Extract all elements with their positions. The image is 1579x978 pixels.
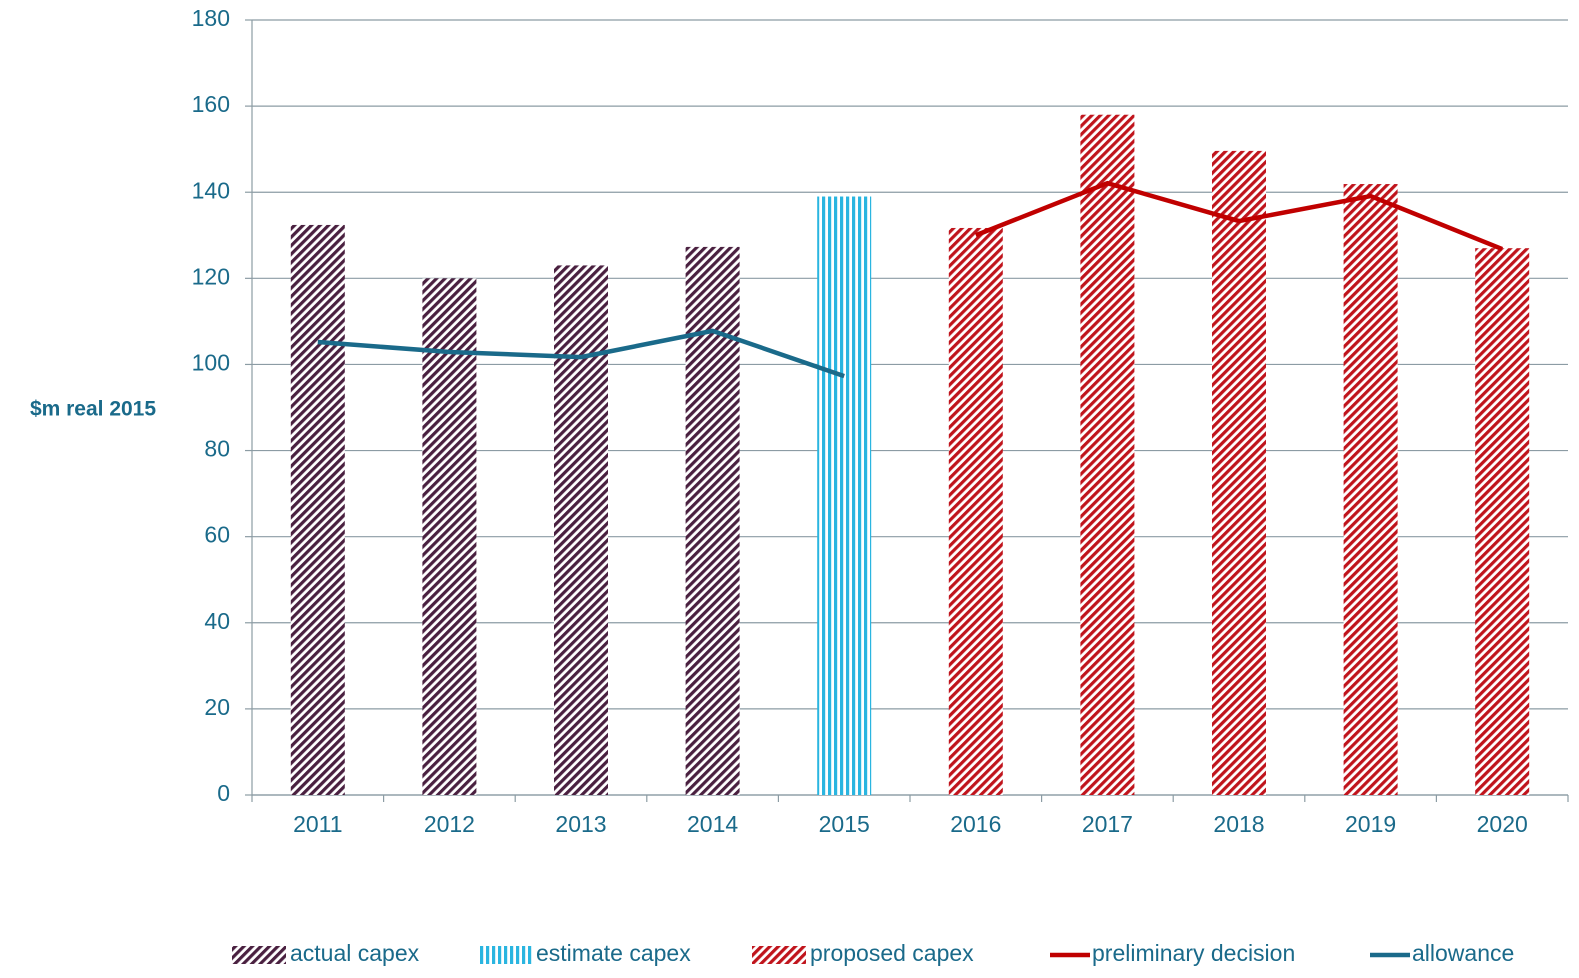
- legend-swatch: [478, 946, 532, 964]
- y-tick-label: 0: [217, 780, 230, 806]
- y-tick-label: 100: [192, 350, 230, 376]
- line: [317, 328, 845, 379]
- x-tick-label: 2018: [1213, 811, 1264, 837]
- legend-label: preliminary decision: [1092, 940, 1295, 966]
- bar: [817, 196, 872, 795]
- y-tick-label: 140: [192, 177, 230, 203]
- legend-label: actual capex: [290, 940, 420, 966]
- y-axis-label: $m real 2015: [30, 398, 156, 421]
- x-tick-label: 2014: [687, 811, 738, 837]
- x-tick-label: 2011: [293, 811, 342, 837]
- legend-label: allowance: [1412, 940, 1514, 966]
- bar: [290, 224, 345, 795]
- legend-label: proposed capex: [810, 940, 974, 966]
- x-tick-label: 2017: [1082, 811, 1133, 837]
- x-tick-label: 2019: [1345, 811, 1396, 837]
- bar: [1475, 248, 1530, 795]
- y-tick-label: 120: [192, 263, 230, 289]
- y-tick-label: 80: [204, 436, 230, 462]
- x-tick-label: 2013: [555, 811, 606, 837]
- y-tick-label: 180: [192, 5, 230, 31]
- bar: [1343, 184, 1398, 795]
- y-tick-label: 20: [204, 694, 230, 720]
- y-tick-label: 40: [204, 608, 230, 634]
- bar: [1212, 150, 1266, 795]
- bar: [948, 227, 1003, 796]
- bar: [422, 278, 477, 795]
- bar: [554, 265, 608, 796]
- bar: [1080, 114, 1135, 795]
- y-tick-label: 160: [192, 91, 230, 117]
- x-tick-label: 2012: [424, 811, 475, 837]
- line: [974, 180, 1504, 252]
- x-tick-label: 2016: [950, 811, 1001, 837]
- x-tick-label: 2015: [819, 811, 870, 837]
- legend: actual capex estimate capex proposed capex…: [232, 940, 1514, 966]
- legend-swatch: [232, 946, 286, 964]
- x-tick-label: 2020: [1477, 811, 1528, 837]
- legend-swatch: [752, 946, 806, 964]
- y-tick-label: 60: [204, 522, 230, 548]
- legend-label: estimate capex: [536, 940, 691, 966]
